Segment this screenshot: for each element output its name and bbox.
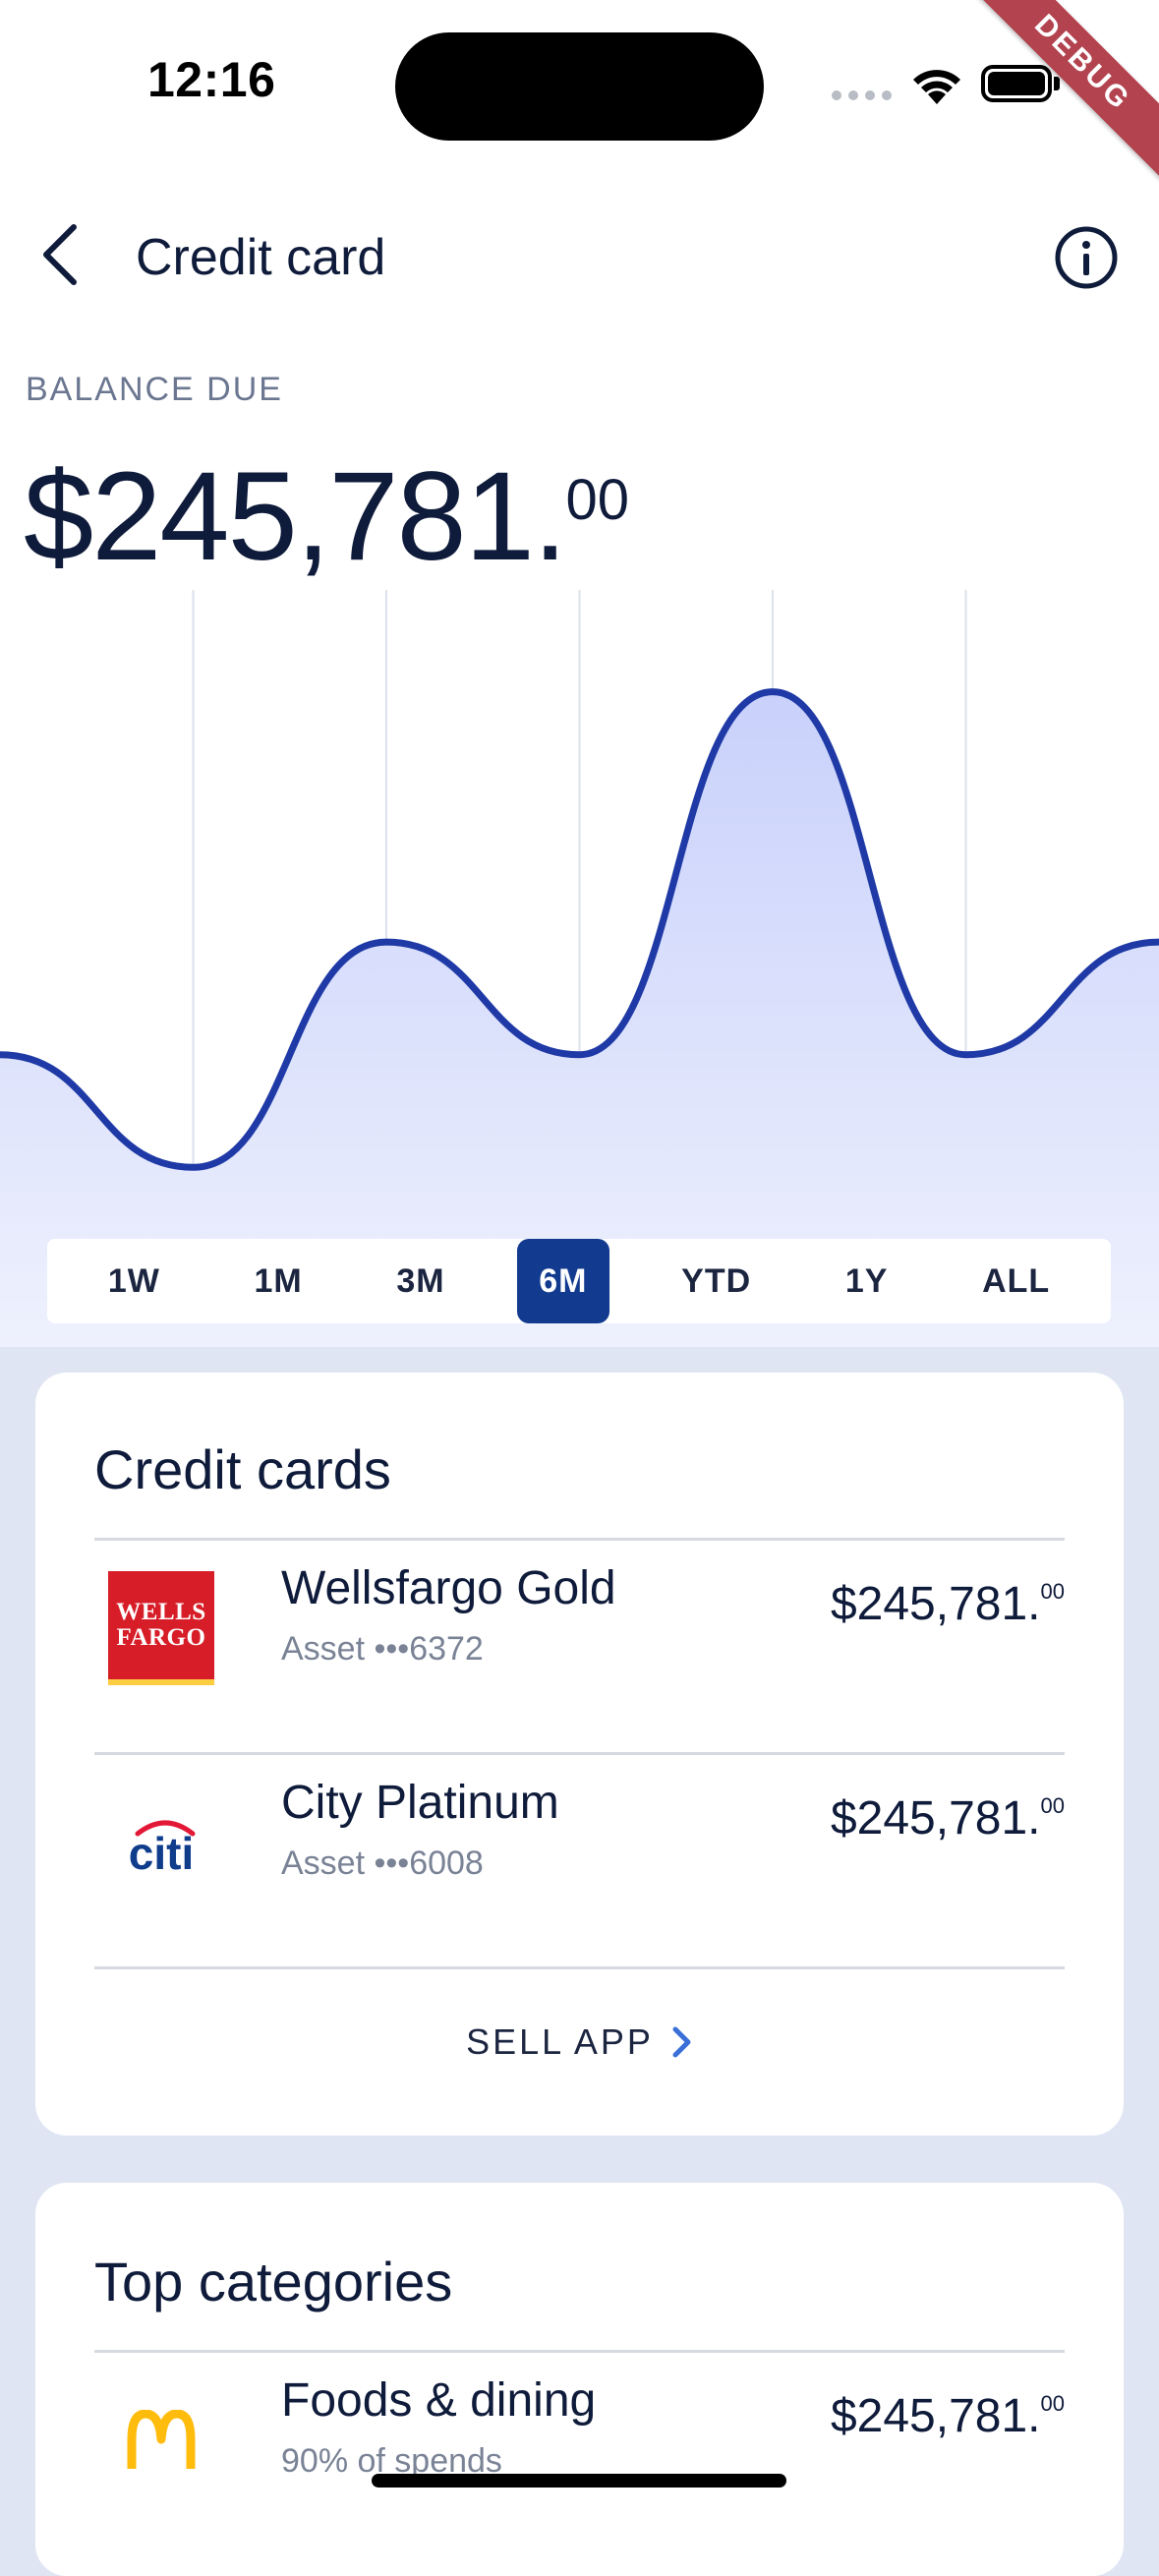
top-categories-title: Top categories [94,2251,453,2313]
card-amount: $245,781.00 [830,1578,1065,1630]
sell-app-button[interactable]: SELL APP [35,2021,1124,2063]
battery-icon [981,65,1052,102]
range-3m[interactable]: 3M [396,1261,445,1300]
info-button[interactable] [1052,223,1121,292]
balance-whole: $245,781. [24,446,567,587]
balance-amount: $245,781.00 [24,454,629,580]
credit-cards-title: Credit cards [94,1438,391,1500]
divider [94,1966,1065,1969]
divider [94,1538,1065,1541]
page-title: Credit card [136,229,386,286]
credit-card-row-citi[interactable]: citi City Platinum Asset •••6008 $245,78… [94,1756,1065,1913]
range-1m[interactable]: 1M [254,1261,303,1300]
chevron-right-icon [672,2026,691,2058]
card-name: City Platinum [281,1777,559,1829]
status-time: 12:16 [147,52,276,107]
category-row-foods[interactable]: Foods & dining 90% of spends $245,781.00 [94,2354,1065,2511]
back-button[interactable] [26,218,94,291]
credit-card-row-wellsfargo[interactable]: WELLS FARGO Wellsfargo Gold Asset •••6372… [94,1542,1065,1699]
range-1w[interactable]: 1W [107,1261,160,1300]
dynamic-island [395,32,764,141]
balance-chart[interactable] [0,590,1159,1347]
home-indicator[interactable] [372,2474,786,2488]
category-amount: $245,781.00 [830,2390,1065,2442]
chart-series-line [0,688,1159,1171]
balance-label: BALANCE DUE [26,371,283,408]
range-all[interactable]: ALL [982,1261,1051,1300]
citi-logo: citi [108,1786,214,1900]
sell-app-label: SELL APP [466,2021,654,2062]
time-range-selector: 1W 1M 3M 6M YTD 1Y ALL [47,1239,1111,1323]
chevron-left-icon [43,224,77,285]
cellular-signal-icon [832,90,892,100]
card-name: Wellsfargo Gold [281,1562,616,1614]
wellsfargo-logo: WELLS FARGO [108,1571,214,1685]
card-sub: Asset •••6372 [281,1630,484,1668]
battery-cap [1054,77,1060,90]
wifi-icon [913,70,960,104]
chart-area-fill [0,691,1159,1347]
divider [94,2350,1065,2353]
top-section: 12:16 DEBUG Credit card BALANCE DUE $245… [0,0,1159,1347]
card-amount: $245,781.00 [830,1792,1065,1844]
credit-cards-card: Credit cards WELLS FARGO Wellsfargo Gold … [35,1373,1124,2136]
top-categories-card: Top categories Foods & dining 90% of spe… [35,2183,1124,2576]
range-6m[interactable]: 6M [517,1239,609,1323]
mcdonalds-logo [108,2383,214,2497]
category-name: Foods & dining [281,2374,597,2427]
divider [94,1752,1065,1755]
range-1y[interactable]: 1Y [844,1261,889,1300]
svg-text:citi: citi [129,1828,194,1877]
card-sub: Asset •••6008 [281,1844,484,1882]
debug-banner: DEBUG [946,0,1159,200]
category-sub: 90% of spends [281,2442,502,2480]
range-ytd[interactable]: YTD [681,1261,752,1300]
info-icon [1055,226,1118,289]
balance-cents: 00 [565,468,629,532]
